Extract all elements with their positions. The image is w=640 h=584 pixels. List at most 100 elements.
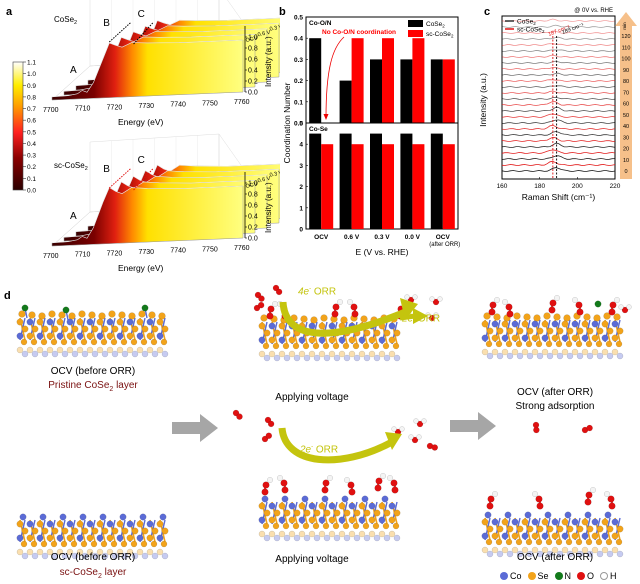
- o-atom: [489, 301, 497, 309]
- co-atom-ghost: [393, 354, 401, 362]
- se-atom: [605, 538, 613, 546]
- raman-trace-sc-cose2: [501, 90, 616, 94]
- z-tick-label: 0.2: [248, 225, 258, 232]
- panel-label-c: c: [484, 6, 491, 18]
- time-tick-label: 40: [623, 124, 629, 130]
- annotation-arrow: [325, 36, 345, 119]
- se-atom: [86, 534, 94, 542]
- se-atom: [342, 342, 350, 350]
- h-atom: [277, 474, 284, 481]
- co-atom-ghost: [51, 552, 59, 560]
- se-atom: [96, 520, 104, 528]
- se-atom: [91, 325, 99, 333]
- series-label: OCV: [245, 36, 258, 44]
- se-atom: [546, 327, 554, 335]
- se-atom: [41, 325, 49, 333]
- se-atom: [30, 540, 38, 548]
- o-atom: [390, 479, 398, 487]
- co-atom-ghost: [101, 552, 109, 560]
- co-atom-ghost: [283, 354, 291, 362]
- co-atom-ghost: [353, 354, 361, 362]
- se-atom: [526, 525, 534, 533]
- se-atom-ghost: [581, 348, 589, 356]
- co-atom-ghost: [323, 354, 331, 362]
- co-atom-ghost: [353, 534, 361, 542]
- se-atom: [332, 342, 340, 350]
- caption-top-before: OCV (before ORR): [50, 366, 136, 377]
- time-tick-label: 70: [623, 90, 629, 96]
- co-atom: [604, 511, 612, 519]
- se-atom-ghost: [521, 348, 529, 356]
- se-atom: [505, 538, 513, 546]
- se-atom-ghost: [328, 350, 336, 358]
- co-atom-ghost: [263, 534, 271, 542]
- se-atom: [86, 332, 94, 340]
- co-atom-ghost: [161, 552, 169, 560]
- h-atom: [267, 476, 274, 483]
- time-tick-label: 100: [621, 57, 630, 63]
- se-atom: [575, 538, 583, 546]
- process-arrow-right: [450, 412, 496, 440]
- se-atom: [26, 332, 34, 340]
- legend-h: H: [600, 571, 617, 581]
- se-atom: [531, 334, 539, 342]
- co-atom-ghost: [383, 354, 391, 362]
- se-atom: [268, 516, 276, 524]
- co-atom-ghost: [496, 550, 504, 558]
- se-atom: [16, 520, 24, 528]
- guide-line-c: [133, 167, 154, 191]
- se-atom: [21, 325, 29, 333]
- y-axis-label: Intensity (a.u.): [478, 73, 488, 127]
- se-atom-ghost: [378, 350, 386, 358]
- h-atom: [437, 296, 443, 302]
- co-atom: [136, 332, 144, 340]
- se-atom: [393, 329, 401, 337]
- co-atom-ghost: [61, 350, 69, 358]
- co-atom-ghost: [363, 354, 371, 362]
- se-atom: [20, 338, 28, 346]
- h-atom: [429, 296, 435, 302]
- z-tick-label: 1.0: [248, 181, 258, 188]
- legend-n: N: [554, 571, 571, 581]
- o-atom-icon: [577, 572, 586, 580]
- se-atom: [116, 318, 124, 326]
- h-atom: [404, 294, 410, 300]
- se-atom: [71, 325, 79, 333]
- se-atom: [493, 313, 501, 321]
- co-atom-ghost: [313, 534, 321, 542]
- raman-trace-sc-cose2: [501, 136, 616, 142]
- h-atom: [554, 294, 561, 301]
- co-atom-ghost: [303, 354, 311, 362]
- o-atom: [575, 301, 583, 309]
- se-atom: [525, 340, 533, 348]
- se-atom-ghost: [551, 546, 559, 554]
- co-atom: [56, 332, 64, 340]
- se-atom: [68, 312, 76, 320]
- co-atom: [378, 336, 386, 344]
- co-atom: [301, 495, 309, 503]
- se-atom: [481, 518, 489, 526]
- z-tick-label: 1.0: [248, 35, 258, 42]
- xanes-3d-plots: 0.00.10.20.30.40.50.60.70.80.91.01.1OCV …: [12, 0, 280, 273]
- se-atom-ghost: [16, 548, 24, 556]
- se-atom: [258, 502, 266, 510]
- y-tick-label: 0.0: [294, 121, 303, 128]
- o-atom: [258, 295, 265, 302]
- se-atom: [481, 320, 489, 328]
- bar-co-on-cose2: [400, 59, 413, 123]
- se-atom: [541, 518, 549, 526]
- label-4e-orr: 4e- ORR: [298, 286, 337, 298]
- se-atom: [288, 516, 296, 524]
- co-atom: [571, 320, 579, 328]
- se-atom: [491, 334, 499, 342]
- co-atom: [531, 320, 539, 328]
- se-atom: [111, 325, 119, 333]
- series-label: 0.3 V: [269, 24, 280, 33]
- se-atom: [140, 338, 148, 346]
- x-tick-label: 0.3 V: [374, 234, 390, 241]
- x-tick-label: 7730: [139, 103, 155, 110]
- co-atom-ghost: [576, 352, 584, 360]
- se-atom: [80, 540, 88, 548]
- raman-trace-cose2: [501, 60, 616, 64]
- o-atom: [257, 301, 265, 309]
